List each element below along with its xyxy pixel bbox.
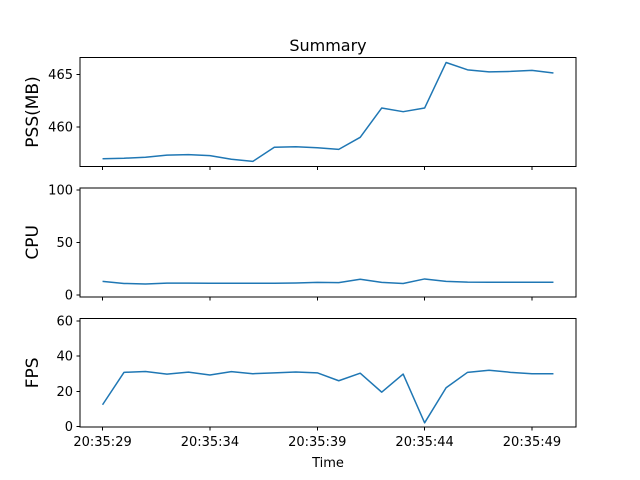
y-axis-label-fps: FPS <box>23 357 43 388</box>
y-axis-label-pssmb: PSS(MB) <box>23 76 43 147</box>
x-tick-label: 20:35:29 <box>73 435 131 450</box>
x-axis-title: Time <box>311 456 344 471</box>
chart-title: Summary <box>289 36 366 55</box>
y-tick-label-fps: 40 <box>56 350 73 365</box>
y-tick-label-cpu: 50 <box>56 236 73 251</box>
subplot-fps: 0 20 40 60 20:35:29 20:35:34 20:35:39 20:35:44 2… <box>23 315 577 450</box>
subplot-pssmb: 460 465 PSS(MB) <box>23 57 577 170</box>
y-tick-label-cpu: 100 <box>48 183 73 198</box>
line-fps <box>101 369 554 424</box>
y-tick-label-pssmb: 465 <box>48 68 73 83</box>
line-pssmb <box>102 61 554 163</box>
subplots-group: 460 465 PSS(MB) 0 50 100 CPU 0 20 40 60 20:35:29 20:… <box>23 57 577 450</box>
line-cpu <box>102 278 554 285</box>
x-tick-label: 20:35:34 <box>181 435 239 450</box>
subplot-cpu: 0 50 100 CPU <box>23 183 577 304</box>
x-tick-label: 20:35:39 <box>288 435 346 450</box>
y-axis-label-cpu: CPU <box>23 225 43 260</box>
y-tick-label-fps: 0 <box>65 420 73 435</box>
axes-frame-fps <box>79 318 577 428</box>
x-tick-label: 20:35:44 <box>395 435 453 450</box>
y-tick-label-fps: 60 <box>56 315 73 330</box>
axes-frame-pssmb <box>79 57 577 167</box>
y-tick-label-cpu: 0 <box>65 289 73 304</box>
y-tick-label-pssmb: 460 <box>48 120 73 135</box>
y-tick-label-fps: 20 <box>56 385 73 400</box>
axes-frame-cpu <box>79 187 577 298</box>
x-tick-label: 20:35:49 <box>503 435 561 450</box>
